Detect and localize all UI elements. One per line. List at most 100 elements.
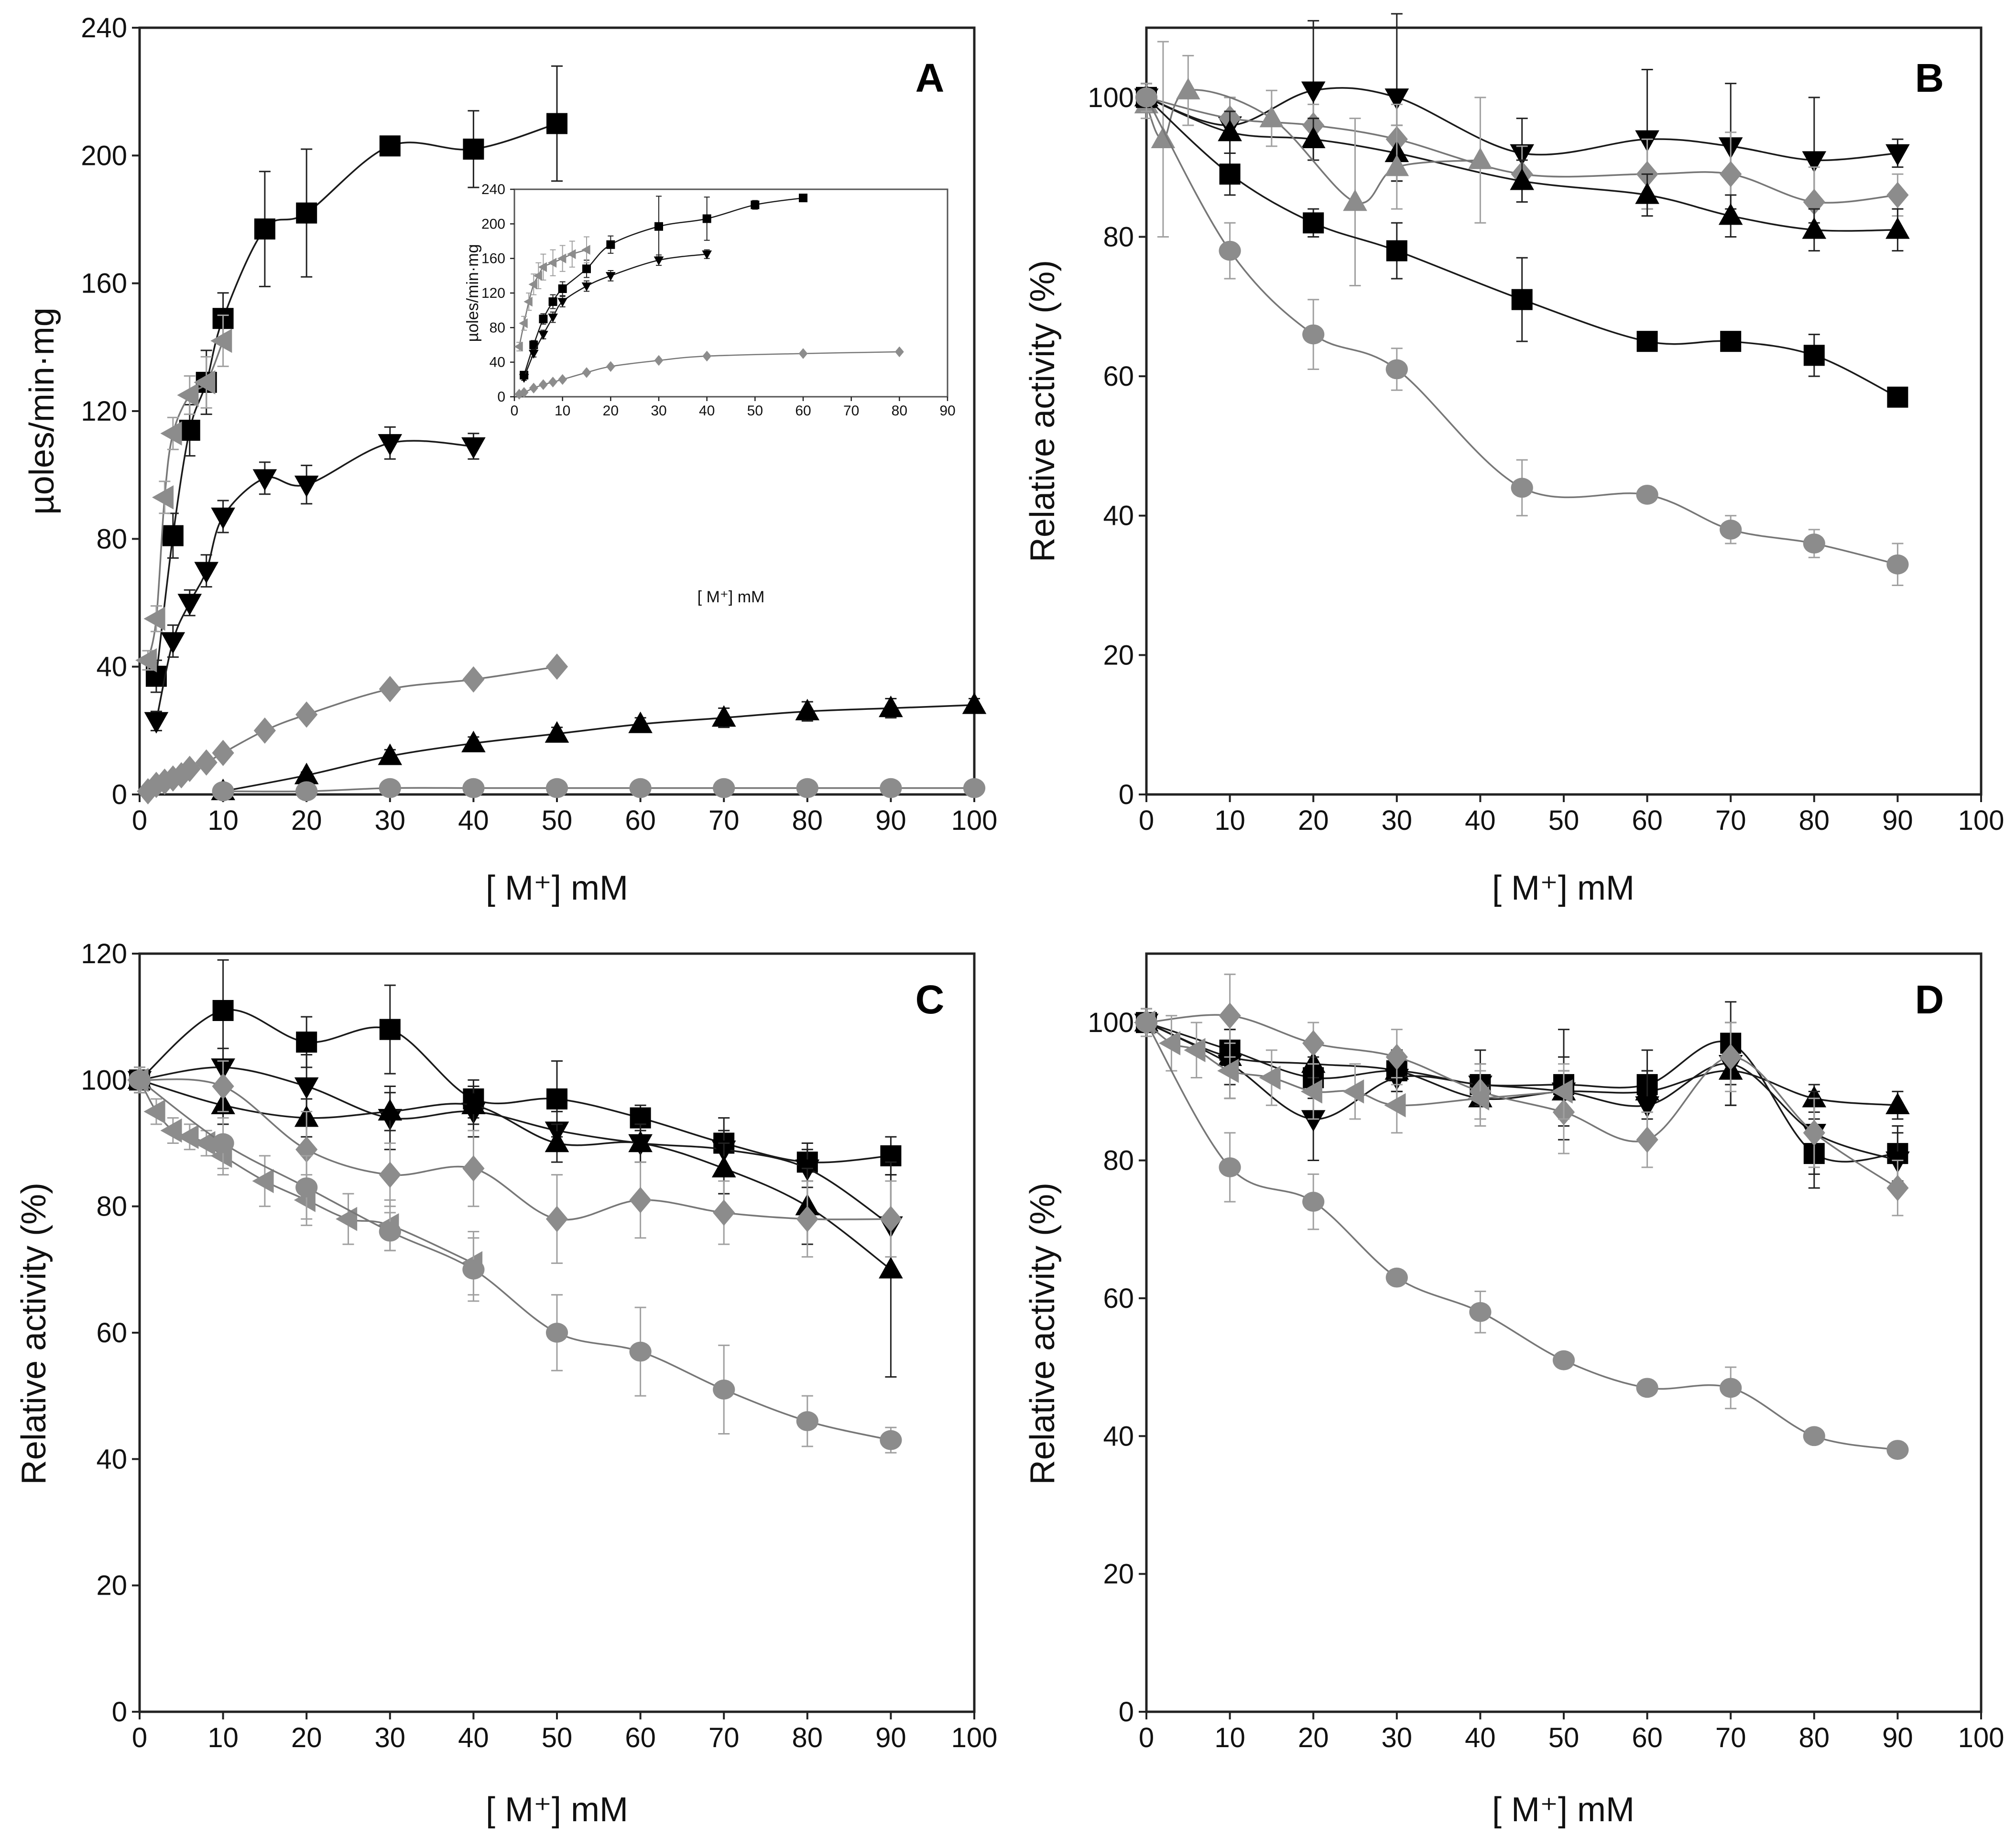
- panel-a-inset-point-triangle-down: [519, 374, 529, 383]
- panel-d-point-diamond: [1302, 1030, 1325, 1056]
- panel-d-ytick-label: 20: [1103, 1559, 1134, 1590]
- panel-d-point-circle: [1385, 1267, 1408, 1288]
- panel-c-point-diamond: [796, 1206, 818, 1232]
- panel-b-point-triangle-up: [1384, 154, 1409, 176]
- panel-a-inset-ytick-label: 160: [481, 251, 505, 267]
- panel-d-ylabel: Relative activity (%): [1024, 1183, 1062, 1485]
- panel-a-inset-point-diamond: [798, 348, 808, 359]
- panel-a-series-2-triangle-left-gray: [135, 315, 232, 673]
- panel-b-point-triangle-up: [1259, 106, 1284, 128]
- panel-b-ytick-label: 80: [1103, 221, 1134, 252]
- panel-d-series-line: [1146, 1022, 1898, 1162]
- panel-a-inset-point-diamond: [548, 377, 557, 388]
- panel-d-ytick-label: 40: [1103, 1421, 1134, 1452]
- panel-a-inset-point-diamond: [606, 361, 615, 372]
- panel-d: D 0 10 20 30 40 50 60 70 80 90 100 0 20 40 60 80 100 [ M…: [1024, 952, 2004, 1829]
- panel-a-inset-xtick-label: 70: [843, 403, 859, 419]
- panel-c-ticks: 0 10 20 30 40 50 60 70 80 90 100 0 20 40 60 80 100 120: [81, 938, 997, 1753]
- panel-d-point-triangle-left: [1259, 1065, 1281, 1090]
- panel-a-inset-point-triangle-down: [528, 349, 539, 359]
- panel-a-point-triangle-down: [144, 712, 169, 734]
- panel-a-xtick-label: 10: [207, 805, 239, 836]
- panel-a-point-square: [463, 138, 484, 160]
- panel-a-series-line: [223, 787, 974, 793]
- panel-b-point-circle: [1302, 324, 1325, 345]
- panel-a-point-circle: [880, 778, 902, 798]
- panel-a-ylabel: µoles/min·mg: [23, 307, 61, 515]
- panel-d-series-2-triangle-down-black: [1134, 1008, 1910, 1189]
- panel-c-point-triangle-left: [160, 1118, 182, 1143]
- panel-a-point-triangle-down: [378, 434, 403, 456]
- panel-a-point-diamond: [462, 666, 485, 693]
- panel-d-series-5-circle-gray: [1135, 1008, 1909, 1460]
- panel-d-xtick-label: 90: [1882, 1722, 1913, 1753]
- panel-a-series-4-triangle-up-black: [211, 692, 987, 801]
- panel-c-series-line: [139, 1009, 891, 1163]
- panel-b-point-triangle-up: [1635, 182, 1659, 204]
- panel-c-ytick-label: 100: [81, 1065, 127, 1096]
- panel-a-point-triangle-down: [194, 562, 218, 584]
- panel-a-inset-point-square: [548, 297, 557, 306]
- panel-b-point-diamond: [1720, 161, 1742, 187]
- panel-d-ytick-label: 80: [1103, 1145, 1134, 1176]
- panel-b-point-triangle-up: [1301, 126, 1326, 149]
- panel-d-point-diamond: [1385, 1044, 1408, 1070]
- panel-d-xtick-label: 0: [1139, 1722, 1154, 1753]
- panel-a-series-5-circle-gray: [212, 778, 986, 802]
- panel-a-inset-xtick-label: 80: [892, 403, 907, 419]
- panel-a-point-diamond: [178, 756, 201, 783]
- panel-c-point-circle: [379, 1221, 401, 1242]
- panel-b-point-square: [1386, 240, 1407, 261]
- panel-d-point-triangle-left: [1158, 1031, 1181, 1055]
- panel-b-xtick-label: 90: [1882, 805, 1913, 836]
- panel-a-inset-point-triangle-down: [702, 250, 712, 260]
- panel-c-ytick-label: 20: [96, 1570, 127, 1601]
- panel-a-inset-ytick-label: 40: [490, 355, 505, 370]
- panel-d-point-triangle-left: [1184, 1038, 1206, 1063]
- panel-c-series-1-triangle-down-black: [127, 1047, 903, 1277]
- panel-d-point-diamond: [1720, 1044, 1742, 1070]
- panel-d-point-circle: [1302, 1192, 1325, 1212]
- panel-b-point-circle: [1886, 554, 1909, 575]
- panel-a-point-circle: [212, 781, 234, 802]
- panel-c-xtick-label: 80: [792, 1722, 823, 1753]
- panel-b-point-square: [1511, 289, 1533, 310]
- panel-c-point-circle: [545, 1323, 568, 1343]
- panel-c-point-triangle-up: [545, 1131, 569, 1152]
- panel-a-inset-point-triangle-down: [654, 256, 664, 266]
- panel-c-xlabel: [ M⁺] mM: [486, 1791, 628, 1829]
- panel-a-inset-point-triangle-down: [548, 313, 558, 323]
- panel-c-point-triangle-up: [378, 1099, 403, 1121]
- panel-b-point-square: [1303, 212, 1324, 234]
- panel-a-inset-xtick-label: 90: [939, 403, 955, 419]
- panel-c-ytick-label: 60: [96, 1317, 127, 1348]
- panel-d-letter: D: [1915, 977, 1944, 1022]
- panel-a-point-circle: [379, 778, 401, 798]
- panel-d-xtick-label: 50: [1548, 1722, 1580, 1753]
- panel-a-point-square: [296, 202, 317, 224]
- panel-c-series-line: [139, 1066, 892, 1226]
- panel-d-point-triangle-up: [1885, 1092, 1910, 1114]
- panel-c-point-triangle-left: [252, 1169, 274, 1194]
- panel-a-inset-point-triangle-left: [523, 296, 533, 307]
- panel-b-xtick-label: 80: [1799, 805, 1830, 836]
- panel-a-point-triangle-left: [135, 648, 157, 673]
- panel-a-series-line: [223, 704, 975, 793]
- panel-a-point-diamond: [212, 739, 234, 766]
- panel-c-series-2-triangle-up-black: [127, 1066, 903, 1378]
- panel-c-point-circle: [128, 1070, 151, 1090]
- panel-a-inset-point-diamond: [538, 379, 548, 390]
- panel-b-point-triangle-down: [1301, 81, 1326, 103]
- panel-a-series-3-diamond-gray: [137, 653, 568, 804]
- panel-a-point-triangle-left: [143, 607, 165, 631]
- panel-b-point-square: [1219, 163, 1241, 185]
- panel-d-point-diamond: [1886, 1174, 1909, 1201]
- panel-d-series: [1133, 973, 1910, 1460]
- panel-c-xtick-label: 40: [458, 1722, 489, 1753]
- panel-c-point-circle: [462, 1259, 485, 1280]
- panel-b-point-circle: [1636, 485, 1658, 505]
- panel-c-series: [127, 959, 903, 1454]
- panel-a-inset-xtick-label: 30: [651, 403, 666, 419]
- panel-a-inset-point-square: [582, 264, 591, 273]
